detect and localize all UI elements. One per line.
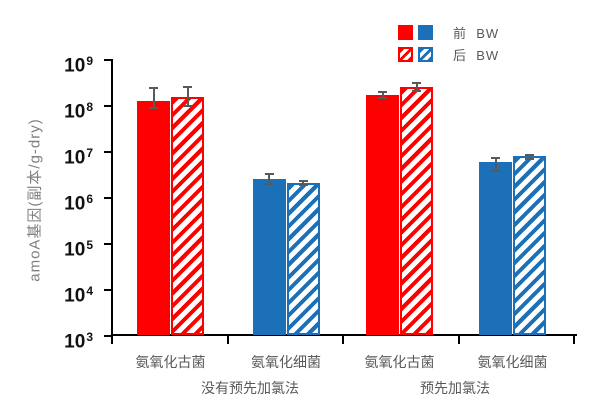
y-tick-label: 109 — [64, 54, 93, 77]
error-bar — [186, 86, 189, 106]
bar-hatched — [513, 155, 546, 335]
error-bar-cap-top — [525, 154, 534, 156]
y-tick — [104, 105, 111, 107]
category-label: 氨氧化细菌 — [477, 354, 548, 370]
bar-hatched — [400, 86, 433, 335]
error-bar-cap-bottom — [183, 105, 192, 107]
error-bar-cap-bottom — [378, 96, 387, 99]
y-tick-label: 108 — [64, 100, 93, 123]
legend-swatch-blue-hatched — [418, 47, 433, 62]
x-tick — [111, 336, 113, 344]
bar-hatched — [286, 183, 320, 335]
error-bar-cap-top — [412, 81, 421, 84]
error-bar-cap-top — [149, 86, 158, 89]
error-bar-cap-top — [491, 156, 500, 159]
error-bar — [381, 92, 384, 98]
error-bar — [152, 87, 155, 109]
error-bar-cap-bottom — [491, 170, 500, 173]
error-bar — [302, 180, 304, 186]
y-tick-label: 103 — [64, 330, 93, 353]
error-bar-cap-bottom — [298, 184, 308, 187]
category-label: 氨氧化古菌 — [135, 354, 206, 370]
bar-solid — [137, 100, 170, 335]
y-tick-label: 106 — [64, 192, 93, 215]
legend-label-before: 前 BW — [453, 26, 500, 41]
y-tick-label: 104 — [64, 284, 93, 307]
legend: 前 BW 后 BW — [398, 25, 499, 69]
x-tick — [573, 336, 575, 344]
y-tick-label: 107 — [64, 146, 93, 169]
legend-swatch-red-solid — [398, 25, 413, 40]
y-tick — [104, 197, 111, 199]
category-label: 氨氧化古菌 — [364, 354, 435, 370]
y-axis-line — [111, 59, 113, 336]
legend-swatch-red-hatched — [398, 47, 413, 62]
x-axis-line — [111, 334, 577, 336]
bar-solid — [479, 162, 512, 335]
error-bar-cap-bottom — [149, 107, 158, 110]
category-label: 氨氧化细菌 — [251, 354, 321, 370]
x-tick — [226, 336, 229, 344]
y-tick — [104, 151, 111, 153]
y-tick-label: 105 — [64, 238, 93, 261]
error-bar-cap-top — [378, 91, 387, 94]
legend-row-after: 后 BW — [398, 47, 500, 63]
error-bar — [494, 157, 497, 172]
x-tick — [342, 336, 344, 344]
legend-row-before: 前 BW — [398, 25, 500, 41]
group-label: 预先加氯法 — [420, 380, 490, 396]
y-tick — [104, 335, 111, 337]
error-bar-cap-bottom — [264, 183, 274, 186]
error-bar-cap-bottom — [412, 90, 421, 93]
error-bar-cap-top — [298, 179, 308, 182]
bar-hatched — [171, 96, 204, 335]
error-bar-cap-bottom — [525, 157, 534, 160]
error-bar-cap-top — [264, 173, 274, 176]
y-tick — [104, 59, 111, 61]
y-tick — [104, 243, 111, 245]
x-tick — [457, 336, 460, 344]
bar-solid — [366, 94, 399, 335]
bar-solid — [252, 178, 286, 335]
y-tick — [104, 289, 111, 291]
error-bar-cap-top — [183, 85, 192, 88]
error-bar — [268, 174, 270, 185]
error-bar — [528, 155, 531, 159]
legend-swatch-blue-solid — [418, 25, 433, 40]
group-label: 没有预先加氯法 — [201, 380, 299, 396]
error-bar — [415, 82, 418, 92]
legend-label-after: 后 BW — [453, 48, 500, 63]
